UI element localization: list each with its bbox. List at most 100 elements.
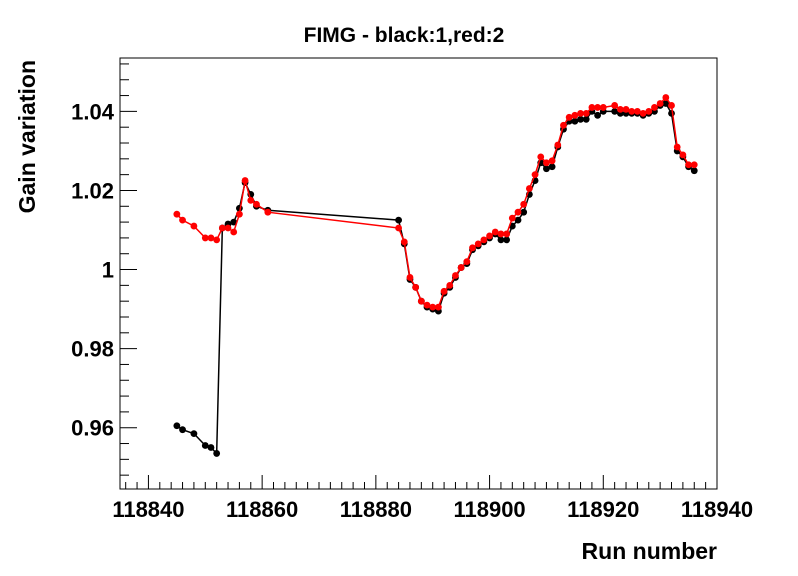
series-2-point	[673, 143, 681, 151]
series-2-point	[406, 274, 414, 281]
y-tick-label: 1.04	[71, 99, 115, 124]
x-tick-label: 118900	[453, 497, 525, 522]
series-2-point	[491, 228, 499, 236]
series-2-point	[224, 224, 232, 232]
series-2-point	[207, 234, 215, 242]
series-2-point	[400, 238, 408, 246]
series-2-point	[497, 230, 505, 238]
series-2-point	[218, 224, 226, 232]
series-2-point	[423, 301, 431, 309]
y-tick-label: 0.98	[71, 337, 114, 362]
y-tick-label: 0.96	[71, 416, 114, 441]
series-2-point	[230, 228, 238, 236]
series-2-point	[531, 171, 539, 179]
series-2-point	[616, 106, 624, 113]
series-2-point	[264, 208, 272, 216]
series-2-point	[474, 240, 482, 248]
series-2-point	[525, 185, 533, 192]
series-1	[173, 100, 698, 457]
series-1-point	[514, 216, 522, 224]
y-axis-label: Gain variation	[14, 60, 40, 213]
series-2-point	[690, 161, 698, 169]
series-2-point	[622, 106, 630, 113]
series-2-point	[548, 157, 556, 165]
series-2-point	[201, 234, 209, 242]
series-1-point	[543, 165, 550, 173]
series-2-point	[457, 264, 465, 271]
series-2-point	[514, 208, 522, 216]
series-2-point	[179, 216, 186, 224]
series-2-point	[577, 109, 584, 117]
series-2-point	[213, 236, 221, 244]
series-2-point	[662, 94, 670, 101]
series-1-point	[577, 115, 584, 123]
series-2-point	[435, 303, 442, 311]
y-tick-label: 1	[102, 258, 114, 283]
series-2-point	[446, 281, 454, 289]
series-2-point	[599, 104, 607, 111]
series-2-point	[173, 210, 181, 218]
series-2-point	[645, 107, 653, 115]
series-1-point	[207, 444, 215, 451]
series-2-point	[582, 109, 590, 117]
series-1-point	[503, 236, 511, 244]
series-1-point	[173, 422, 181, 430]
series-2-point	[679, 151, 687, 159]
x-axis-label: Run number	[582, 538, 717, 564]
x-tick-label: 118920	[567, 497, 639, 522]
series-2-point	[452, 272, 459, 279]
series-1-point	[520, 208, 528, 216]
y-tick-label: 1.02	[71, 178, 114, 203]
series-2-point	[639, 109, 647, 117]
series-2-point	[429, 303, 437, 311]
series-2-point	[508, 214, 516, 222]
series-2-point	[417, 297, 425, 305]
axis-tick-labels: 118840 118860 118880 118900 118920 118940 0.96…	[71, 99, 753, 522]
series-1-point	[497, 236, 505, 244]
series-1-point	[594, 111, 601, 119]
chart-title: FIMG - black:1,red:2	[304, 24, 505, 47]
series-2-point	[554, 141, 562, 149]
series-1-point	[611, 107, 619, 115]
series-2-point	[520, 200, 528, 208]
series-2-point	[469, 244, 476, 252]
series-2-point	[236, 210, 243, 218]
plot-frame	[119, 57, 718, 490]
x-tick-label: 118840	[112, 497, 184, 522]
series-2-point	[611, 102, 619, 109]
series-1-point	[582, 115, 590, 123]
series-1-point	[179, 426, 186, 434]
series-2-point	[668, 102, 675, 109]
series-2-point	[412, 283, 420, 291]
series-1-point	[662, 100, 670, 107]
series-2-point	[463, 258, 471, 266]
series-2-point	[247, 196, 255, 204]
series-2-point	[634, 107, 641, 115]
series-2-point	[628, 107, 636, 115]
series-1-point	[571, 117, 579, 125]
series-2-point	[440, 287, 448, 295]
series-1-point	[395, 216, 402, 224]
series-1-point	[201, 442, 209, 449]
series-2-point	[560, 121, 567, 129]
series-1-point	[548, 163, 556, 171]
series-2-point	[190, 222, 198, 230]
series-1-point	[213, 450, 221, 457]
axis-ticks	[120, 63, 718, 489]
series-layer	[173, 94, 698, 457]
series-2-point	[588, 104, 596, 111]
series-1-line	[176, 102, 695, 456]
x-tick-label: 118880	[340, 497, 412, 522]
series-2-point	[651, 104, 658, 111]
series-2-point	[480, 236, 488, 244]
series-1-point	[230, 218, 238, 226]
x-tick-label: 118940	[681, 497, 753, 522]
series-2-point	[594, 104, 601, 111]
series-2-point	[543, 159, 550, 167]
series-1-point	[690, 167, 698, 175]
series-2-point	[537, 153, 545, 161]
series-2	[173, 94, 698, 311]
series-2-point	[486, 232, 493, 240]
series-2-point	[565, 113, 573, 121]
